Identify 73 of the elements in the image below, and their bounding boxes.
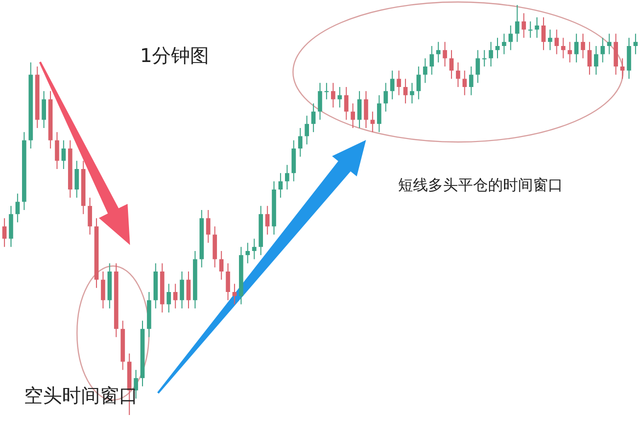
candlestick xyxy=(469,66,474,96)
candlestick xyxy=(384,82,388,112)
candlestick xyxy=(173,283,178,309)
candlestick xyxy=(436,41,440,63)
candlestick xyxy=(554,29,559,55)
candlestick xyxy=(568,41,572,63)
candlestick xyxy=(522,12,526,38)
candlestick xyxy=(331,82,336,108)
candlestick xyxy=(42,90,46,128)
candlestick xyxy=(338,86,342,108)
candlestick xyxy=(620,58,625,80)
candlestick xyxy=(180,271,184,309)
candlestick xyxy=(186,271,191,309)
candlestick xyxy=(410,82,414,104)
candlestick xyxy=(600,37,605,63)
candlestick xyxy=(311,102,316,133)
candlestick xyxy=(364,90,368,128)
candlestick xyxy=(607,33,612,55)
candlestick xyxy=(232,283,237,305)
candlestick xyxy=(61,140,66,170)
candlestick xyxy=(594,46,598,76)
candlestick xyxy=(318,82,322,120)
candlestick xyxy=(357,90,362,128)
candlestick xyxy=(74,160,79,198)
candlestick xyxy=(488,41,494,67)
candlestick xyxy=(456,62,460,88)
text: 1分钟图 xyxy=(140,45,210,67)
candlestick xyxy=(403,78,408,104)
candlestick xyxy=(2,218,7,248)
candlestick xyxy=(482,50,486,67)
candlestick xyxy=(377,94,382,133)
candlestick xyxy=(442,41,448,67)
candlestick xyxy=(88,197,92,236)
candlestick xyxy=(219,250,224,280)
candlestick xyxy=(284,164,290,190)
candlestick xyxy=(206,210,210,244)
candlestick xyxy=(587,41,592,76)
candlestick xyxy=(246,242,250,264)
candlestick xyxy=(370,111,375,133)
candlestick xyxy=(344,86,348,120)
candlestick xyxy=(15,193,20,223)
candlestick xyxy=(265,205,270,236)
candlestick xyxy=(541,16,546,51)
candlestick xyxy=(423,58,428,84)
candlestick xyxy=(166,283,171,313)
candlestick xyxy=(508,25,513,51)
candlestick xyxy=(580,33,586,59)
candlestick xyxy=(430,46,434,76)
candlestick xyxy=(534,16,540,38)
candlestick xyxy=(476,50,480,84)
candlestick xyxy=(449,50,454,80)
candlestick xyxy=(304,115,309,145)
candlestick xyxy=(495,37,500,59)
candlestick xyxy=(462,70,467,96)
candlestick xyxy=(561,37,566,59)
candlestick xyxy=(574,33,579,63)
candlestick xyxy=(390,70,394,100)
candlestick xyxy=(350,102,356,128)
candlestick xyxy=(298,128,302,158)
candlestick xyxy=(226,262,230,301)
candlestick xyxy=(416,66,421,100)
candlestick xyxy=(252,238,256,260)
annotation: 短线多头平仓的时间窗口 xyxy=(398,176,563,194)
candlestick xyxy=(54,132,60,170)
candlestick xyxy=(396,70,402,96)
candlestick xyxy=(528,20,533,38)
candlestick xyxy=(515,4,520,42)
candlestick xyxy=(324,82,329,100)
candlestick xyxy=(633,33,638,55)
candlestick xyxy=(502,33,506,55)
candlestick xyxy=(278,172,283,198)
candlestick xyxy=(100,271,106,309)
candlestick xyxy=(548,29,552,51)
